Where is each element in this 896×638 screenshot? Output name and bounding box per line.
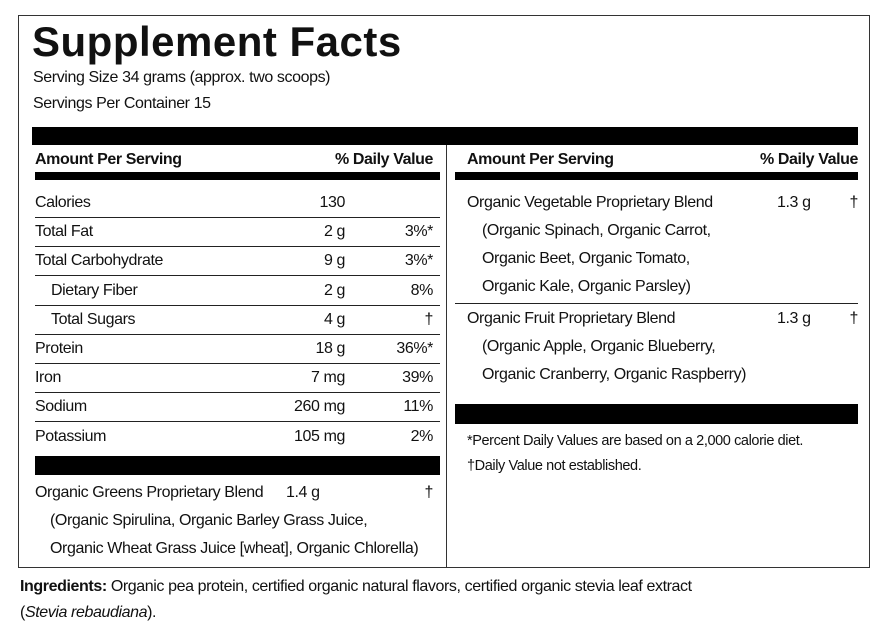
blend-ingredients: Organic Beet, Organic Tomato,: [482, 250, 690, 267]
nutrient-amount: 18 g: [315, 340, 345, 357]
row-rule: [35, 392, 440, 394]
nutrient-name: Potassium: [35, 427, 107, 445]
column-header: % Daily Value: [335, 151, 433, 168]
daily-value: 39%: [402, 369, 433, 387]
ingredients-close: ).: [147, 604, 157, 621]
row-rule: [35, 304, 440, 306]
nutrient-amount: 105 mg: [294, 427, 345, 445]
row-rule: [35, 421, 440, 423]
daily-value: 36%*: [396, 340, 433, 357]
nutrient-amount: 2 g: [323, 281, 345, 299]
frame-top: [18, 15, 870, 16]
ingredients: Ingredients: Organic pea protein, certif…: [20, 574, 692, 626]
nutrient-name: Total Fat: [35, 223, 93, 241]
nutrient-name: Calories: [35, 194, 91, 211]
blend-dv: †: [849, 194, 859, 211]
blend-ingredients: (Organic Spirulina, Organic Barley Grass…: [50, 512, 368, 529]
column-header: % Daily Value: [760, 151, 858, 168]
frame-bottom: [18, 567, 870, 568]
serving-size: Serving Size 34 grams (approx. two scoop…: [33, 69, 331, 86]
ingredients-label: Ingredients:: [20, 578, 107, 595]
ingredients-open: (: [20, 604, 25, 621]
header-bar: [32, 127, 858, 145]
frame-right: [869, 15, 870, 568]
daily-value: †: [424, 310, 434, 328]
column-header: Amount Per Serving: [467, 151, 614, 168]
blend-dv: †: [849, 310, 859, 327]
ingredients-text: Organic pea protein, certified organic n…: [110, 578, 692, 595]
blend-ingredients: Organic Cranberry, Organic Raspberry): [482, 366, 747, 383]
nutrient-amount: 4 g: [323, 310, 345, 328]
thick-rule: [35, 172, 440, 180]
blend-ingredients: Organic Kale, Organic Parsley): [482, 278, 691, 295]
blend-amount: 1.3 g: [777, 194, 811, 211]
row-rule: [455, 303, 858, 304]
blend-name: Organic Greens Proprietary Blend: [35, 484, 264, 501]
daily-value: 3%*: [404, 223, 434, 241]
nutrient-amount: 130: [319, 194, 346, 211]
thick-rule: [455, 172, 858, 180]
nutrient-name: Sodium: [35, 398, 87, 416]
daily-value: 2%: [410, 427, 434, 445]
section-bar: [455, 404, 858, 424]
servings-per-container: Servings Per Container 15: [33, 95, 211, 112]
footnote: †Daily Value not established.: [467, 458, 642, 474]
nutrient-amount: 9 g: [323, 252, 345, 270]
nutrient-name: Total Carbohydrate: [35, 252, 163, 270]
row-rule: [35, 275, 440, 277]
section-bar: [35, 456, 440, 475]
daily-value: 3%*: [404, 252, 434, 270]
nutrient-amount: 2 g: [323, 223, 345, 241]
blend-name: Organic Fruit Proprietary Blend: [467, 310, 676, 327]
blend-ingredients: (Organic Spinach, Organic Carrot,: [482, 222, 711, 239]
ingredients-latin: Stevia rebaudiana: [24, 604, 148, 621]
nutrient-name: Total Sugars: [51, 310, 136, 328]
row-rule: [35, 363, 440, 364]
blend-amount: 1.3 g: [777, 310, 811, 327]
blend-amount: 1.4 g: [286, 484, 320, 501]
nutrient-name: Iron: [35, 369, 61, 387]
daily-value: 11%: [403, 398, 433, 416]
blend-dv: †: [424, 484, 434, 501]
blend-ingredients: (Organic Apple, Organic Blueberry,: [482, 338, 716, 355]
footnote: *Percent Daily Values are based on a 2,0…: [467, 433, 804, 449]
row-rule: [35, 246, 440, 248]
row-rule: [35, 217, 440, 218]
title: Supplement Facts: [32, 18, 402, 65]
nutrient-name: Dietary Fiber: [51, 281, 138, 299]
row-rule: [35, 333, 440, 335]
nutrient-amount: 260 mg: [294, 398, 345, 416]
column-divider: [446, 145, 447, 567]
nutrient-amount: 7 mg: [311, 369, 345, 387]
blend-name: Organic Vegetable Proprietary Blend: [467, 194, 713, 211]
column-header: Amount Per Serving: [35, 151, 182, 168]
frame-left: [18, 15, 19, 568]
blend-ingredients: Organic Wheat Grass Juice [wheat], Organ…: [50, 540, 419, 557]
daily-value: 8%: [410, 281, 434, 299]
nutrient-name: Protein: [35, 340, 83, 357]
